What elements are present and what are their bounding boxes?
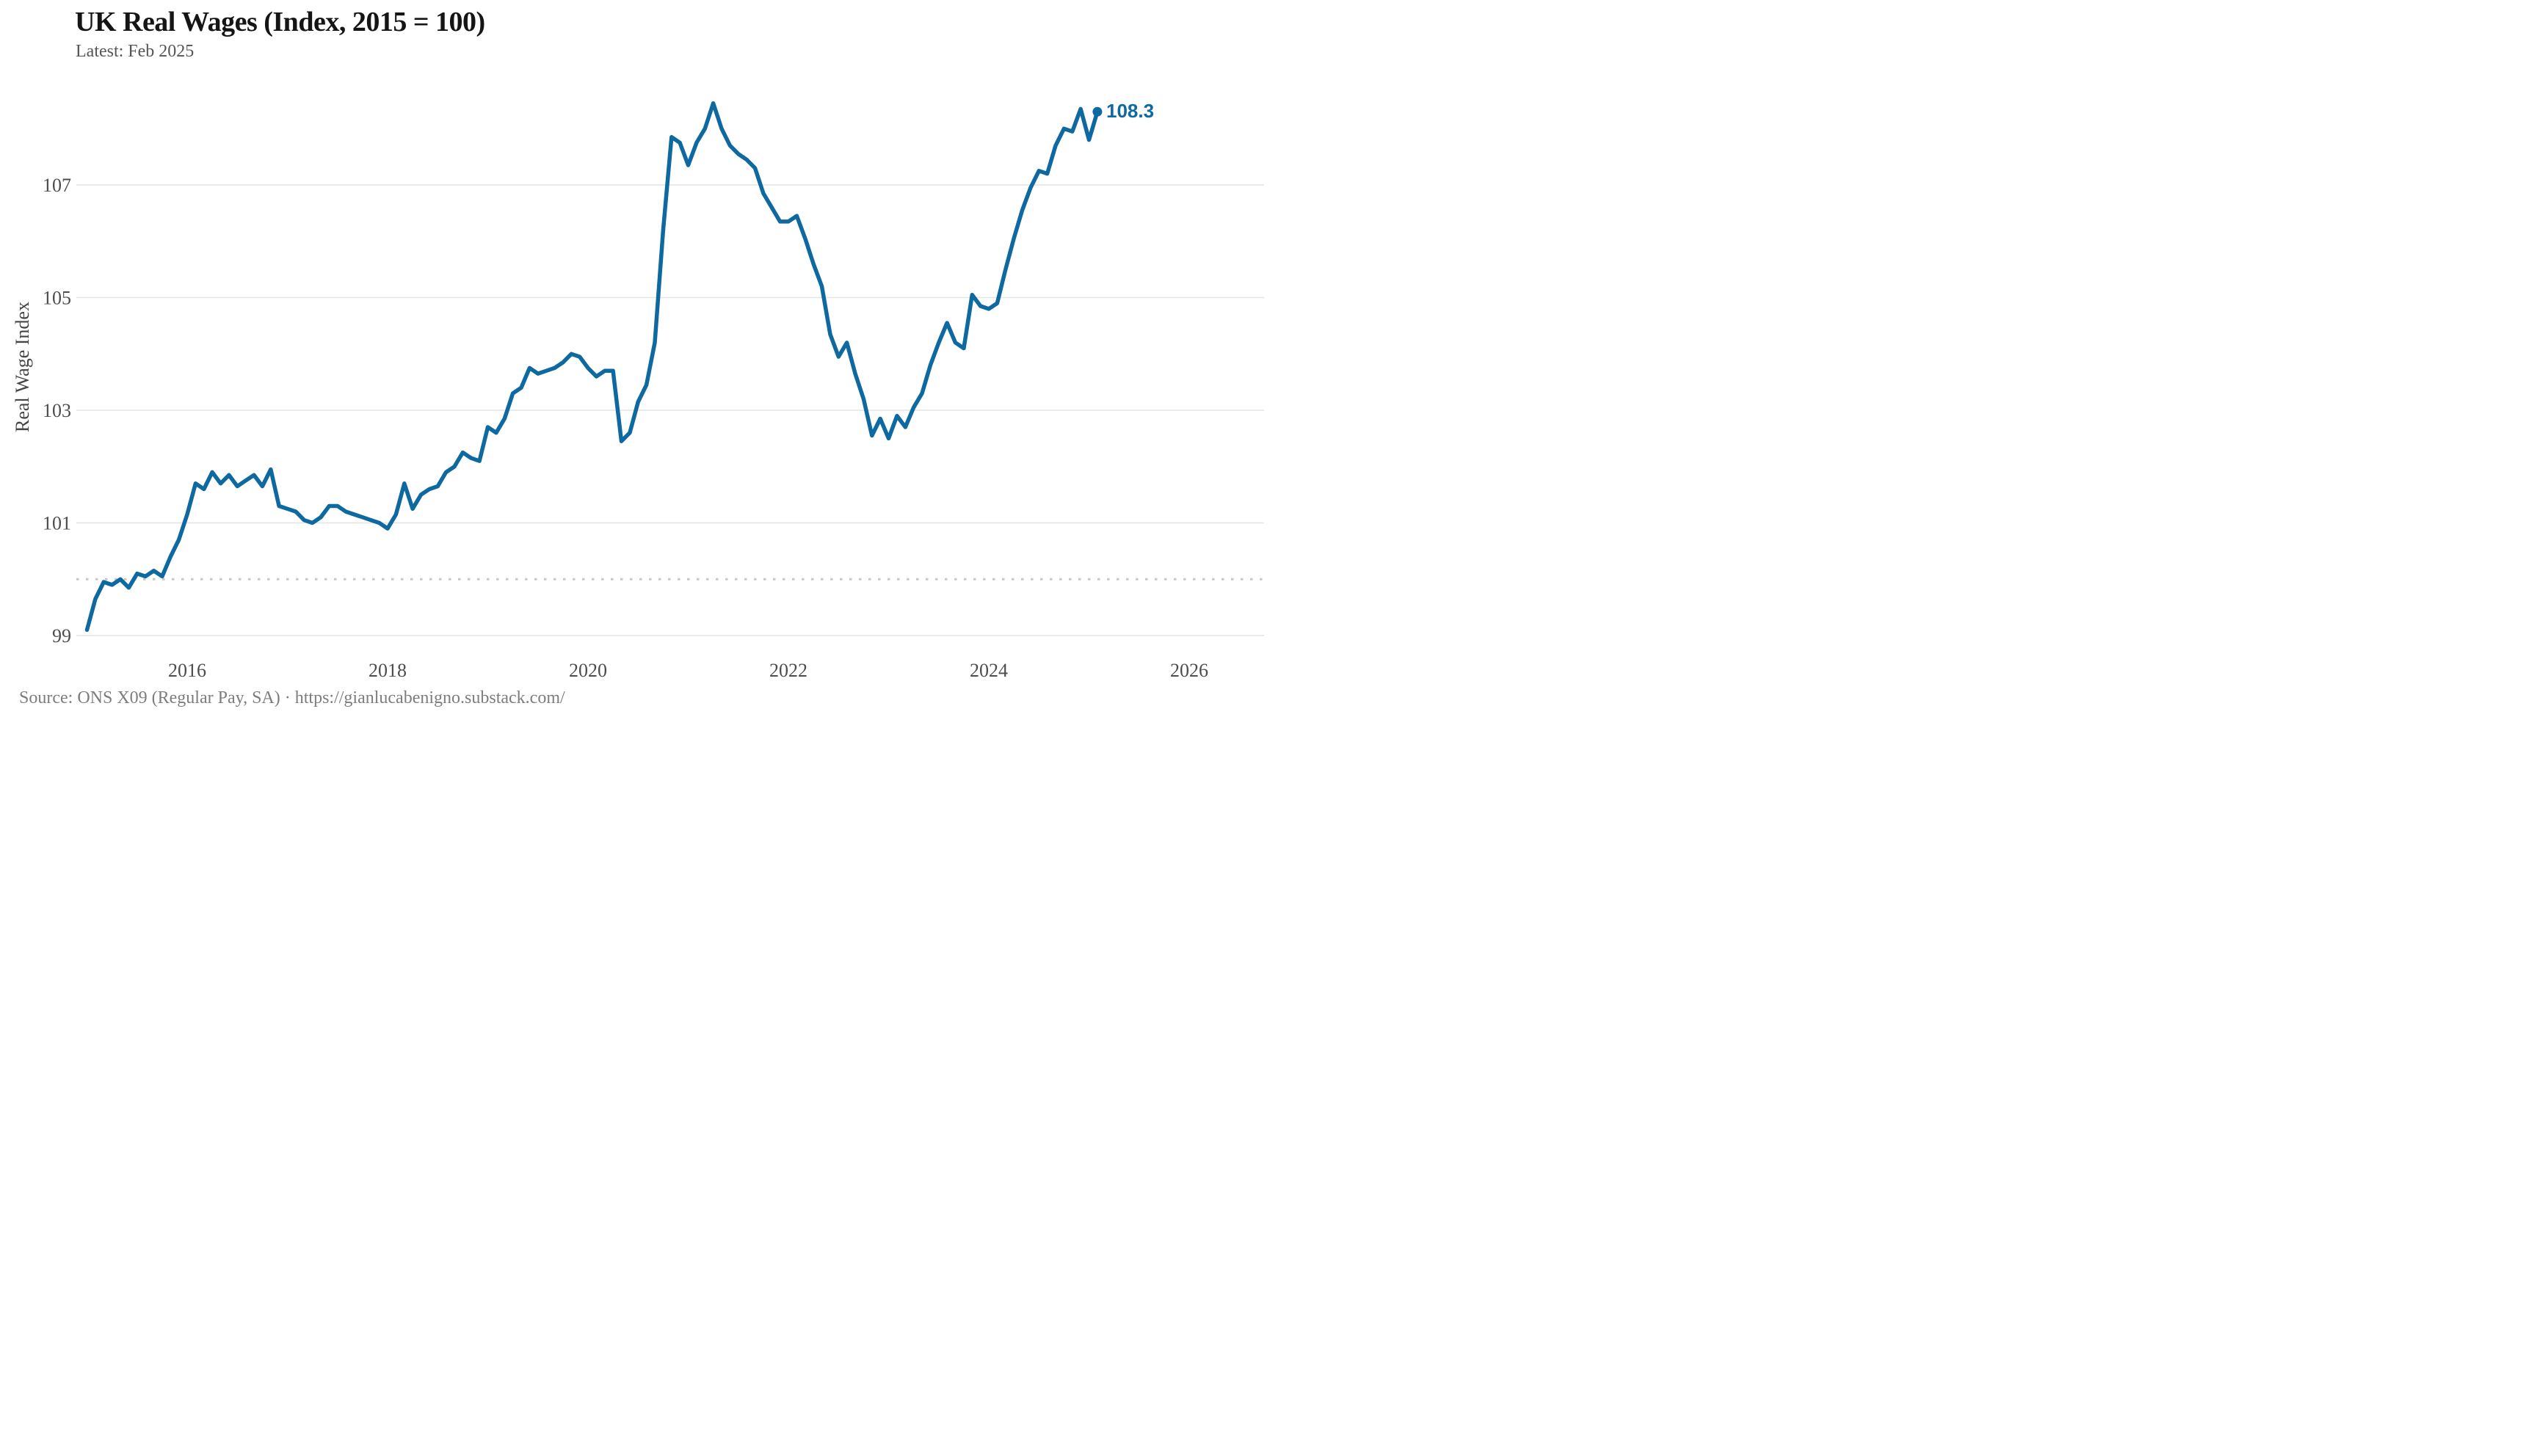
x-tick-label-2018: 2018 [369,660,407,681]
y-tick-label-99: 99 [52,625,71,647]
x-tick-label-2024: 2024 [970,660,1008,681]
latest-point-dot [1092,106,1103,117]
y-tick-label-105: 105 [43,288,71,309]
y-tick-label-103: 103 [43,400,71,421]
latest-value-label: 108.3 [1106,100,1155,122]
x-tick-label-2022: 2022 [769,660,807,681]
page: { "page": {"background": "#ffffff"}, "he… [0,0,1268,728]
chart-title: UK Real Wages (Index, 2015 = 100) [75,7,485,37]
real-wage-line [84,101,1100,633]
x-tick-label-2026: 2026 [1170,660,1208,681]
y-axis-title: Real Wage Index [12,302,33,432]
chart-canvas: 99 101 103 105 107 2016 2018 2020 2022 2024 2026 [43,101,1264,681]
gridlines-group [76,184,1264,636]
y-tick-label-101: 101 [43,513,71,534]
x-tick-label-2016: 2016 [168,660,206,681]
series-group [84,101,1103,633]
x-tick-label-2020: 2020 [569,660,607,681]
y-tick-label-107: 107 [43,175,71,196]
axis-labels-group: 99 101 103 105 107 2016 2018 2020 2022 2024 2026 [43,175,1208,681]
chart-subtitle: Latest: Feb 2025 [76,42,195,61]
source-caption: Source: ONS X09 (Regular Pay, SA) · http… [19,688,565,707]
